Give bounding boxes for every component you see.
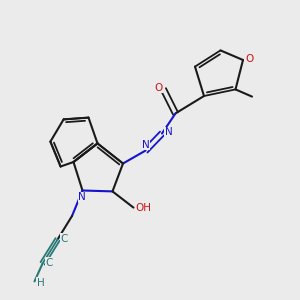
Text: C: C — [46, 258, 53, 268]
Text: O: O — [245, 54, 254, 64]
Text: N: N — [78, 192, 86, 202]
Text: N: N — [142, 140, 149, 150]
Text: N: N — [165, 127, 172, 137]
Text: H: H — [37, 278, 44, 288]
Text: OH: OH — [135, 203, 151, 213]
Text: C: C — [61, 234, 68, 244]
Text: O: O — [154, 83, 162, 93]
